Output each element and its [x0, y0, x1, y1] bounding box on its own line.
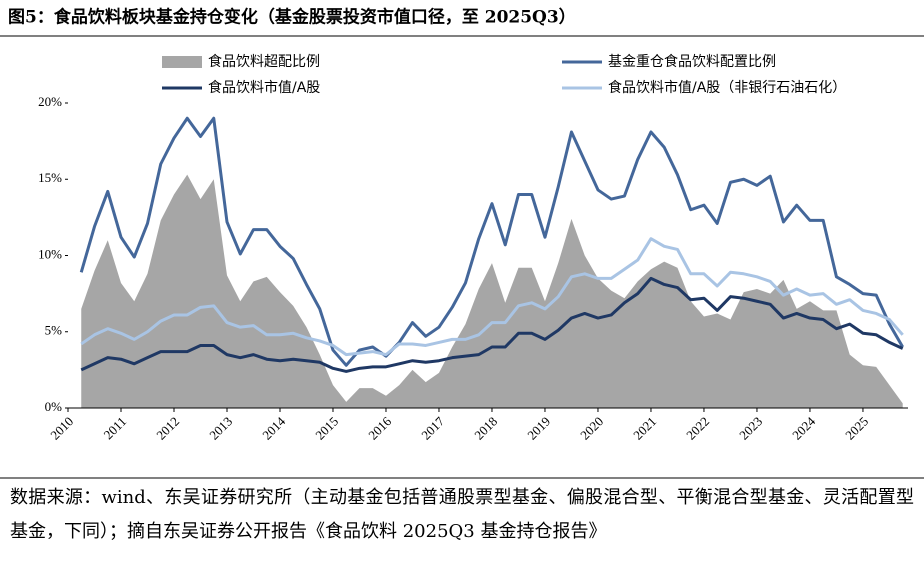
x-tick-label: 2024 [789, 413, 818, 442]
y-tick-label: 10% [38, 246, 62, 261]
x-tick-label: 2010 [47, 414, 76, 443]
x-tick-label: 2011 [101, 414, 130, 443]
source-note: 数据来源：wind、东吴证券研究所（主动基金包括普通股票型基金、偏股混合型、平衡… [10, 487, 914, 542]
y-tick-label: 5% [45, 323, 63, 338]
x-tick-label: 2014 [259, 413, 288, 442]
legend-label: 食品饮料市值/A股（非银行石油石化） [608, 79, 846, 96]
y-tick-label: 15% [38, 170, 62, 185]
line [80, 237, 904, 357]
x-tick-label: 2012 [153, 414, 182, 443]
x-tick-label: 2025 [842, 414, 871, 443]
line [80, 276, 904, 373]
x-tick-label: 2021 [630, 414, 659, 443]
y-tick-label: 20% [38, 94, 62, 109]
x-tick-label: 2022 [683, 414, 712, 443]
x-tick-label: 2020 [577, 414, 606, 443]
x-tick-label: 2016 [365, 413, 394, 442]
x-tick-label: 2018 [471, 414, 500, 443]
chart-title: 图5：食品饮料板块基金持仓变化（基金股票投资市值口径，至 2025Q3） [8, 7, 576, 28]
area [81, 174, 903, 408]
legend-label: 食品饮料超配比例 [208, 53, 320, 70]
legend-swatch [162, 56, 202, 68]
x-tick-label: 2019 [524, 414, 553, 443]
x-tick-label: 2017 [418, 413, 447, 442]
legend-label: 食品饮料市值/A股 [208, 79, 320, 96]
x-tick-label: 2023 [736, 414, 765, 443]
x-tick-label: 2015 [312, 414, 341, 443]
legend-label: 基金重仓食品饮料配置比例 [608, 53, 776, 70]
x-tick-label: 2013 [206, 414, 235, 443]
line [79, 116, 904, 367]
y-tick-label: 0% [45, 399, 63, 414]
